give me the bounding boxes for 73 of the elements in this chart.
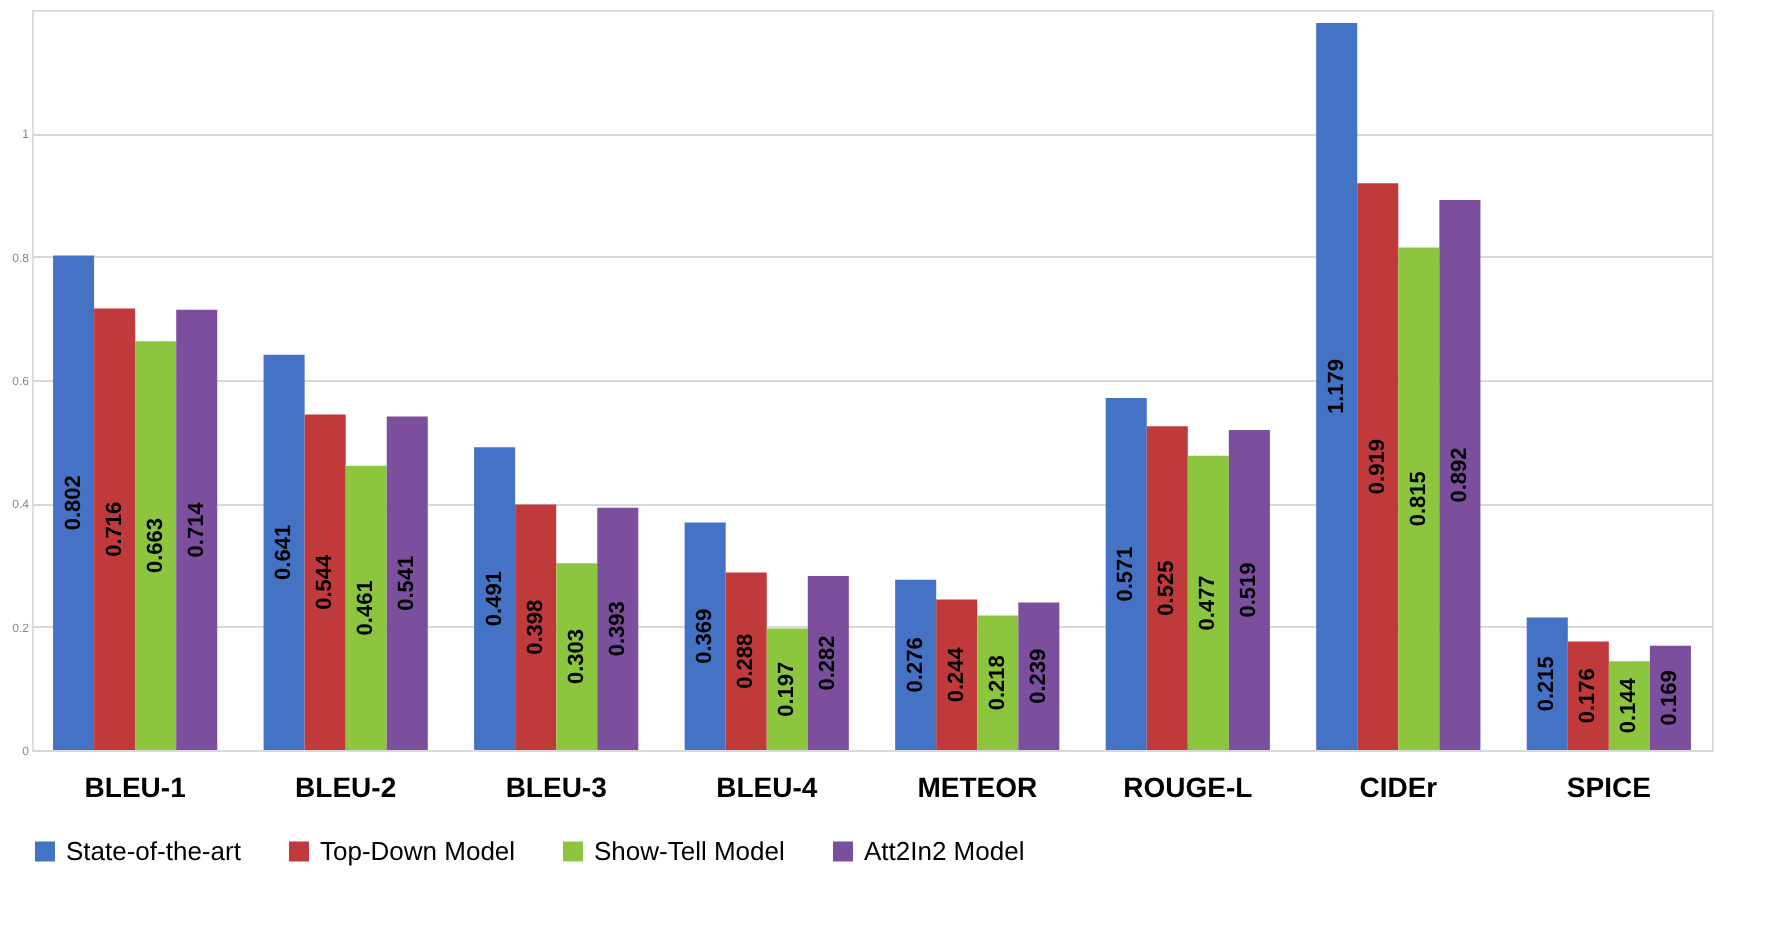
data-label: 0.169 — [1658, 670, 1683, 726]
bar — [1526, 617, 1568, 750]
bar — [1018, 602, 1060, 750]
data-label: 0.282 — [816, 635, 841, 691]
bar — [386, 416, 428, 750]
bar — [1105, 397, 1147, 750]
bar — [597, 507, 639, 750]
bar — [556, 563, 598, 750]
bar — [345, 465, 387, 750]
legend-label: Top-Down Model — [320, 835, 516, 866]
data-label: 0.215 — [1535, 656, 1560, 712]
data-label: 0.491 — [482, 571, 507, 627]
bar — [1439, 199, 1481, 750]
data-label: 0.525 — [1155, 560, 1180, 616]
bar — [1146, 426, 1188, 750]
data-label: 0.663 — [143, 518, 168, 574]
data-label: 0.544 — [313, 552, 338, 610]
data-label: 0.519 — [1237, 562, 1262, 618]
bar — [1357, 183, 1399, 750]
data-label: 0.369 — [693, 608, 718, 664]
bar — [53, 255, 95, 750]
bar — [766, 628, 808, 750]
x-tick-label: BLEU-2 — [295, 771, 397, 803]
x-tick-label: SPICE — [1566, 771, 1651, 803]
data-label: 0.303 — [564, 629, 589, 685]
x-tick-label: BLEU-3 — [505, 771, 608, 803]
data-label: 0.144 — [1617, 676, 1642, 734]
data-label: 1.179 — [1324, 358, 1349, 415]
data-label: 0.815 — [1406, 471, 1431, 527]
bar — [515, 504, 557, 750]
bar — [895, 579, 937, 750]
data-label: 0.892 — [1447, 447, 1472, 503]
bar — [977, 615, 1019, 750]
data-label: 0.244 — [944, 645, 969, 703]
bar — [1398, 247, 1440, 750]
data-label: 0.276 — [903, 637, 928, 693]
data-label: 0.218 — [985, 655, 1010, 711]
data-label: 0.393 — [605, 601, 630, 657]
x-tick-label: METEOR — [917, 771, 1038, 803]
data-label: 0.197 — [775, 661, 800, 717]
data-label: 0.176 — [1576, 668, 1601, 724]
bar — [807, 576, 849, 750]
data-label: 0.477 — [1196, 575, 1221, 631]
legend-label: State-of-the-art — [66, 835, 242, 866]
data-label: 0.239 — [1026, 648, 1051, 704]
x-tick-label: CIDEr — [1359, 771, 1439, 803]
data-label: 0.288 — [734, 633, 759, 689]
bar — [304, 414, 346, 750]
bar — [474, 447, 516, 750]
bar — [1316, 22, 1358, 750]
bar — [1228, 429, 1270, 750]
data-label: 0.398 — [523, 599, 548, 655]
x-tick-label: BLEU-1 — [84, 771, 187, 803]
data-label: 0.716 — [102, 501, 127, 557]
data-label: 0.919 — [1365, 439, 1390, 495]
bar — [725, 572, 767, 750]
data-label: 0.641 — [272, 524, 297, 580]
legend-label: Show-Tell Model — [594, 835, 785, 866]
x-tick-label: BLEU-4 — [716, 771, 818, 803]
bar — [263, 354, 305, 750]
x-tick-label: ROUGE-L — [1123, 771, 1254, 803]
legend-label: Att2In2 Model — [864, 835, 1025, 866]
bar — [684, 522, 726, 750]
data-label: 0.802 — [61, 475, 86, 531]
bar — [176, 309, 218, 750]
bar — [1187, 455, 1229, 750]
bar — [135, 341, 177, 750]
data-label: 0.714 — [184, 500, 209, 558]
data-label: 0.541 — [395, 555, 420, 611]
data-label: 0.461 — [354, 580, 379, 636]
bar — [94, 308, 136, 750]
bar — [936, 599, 978, 750]
data-label: 0.571 — [1114, 546, 1139, 602]
